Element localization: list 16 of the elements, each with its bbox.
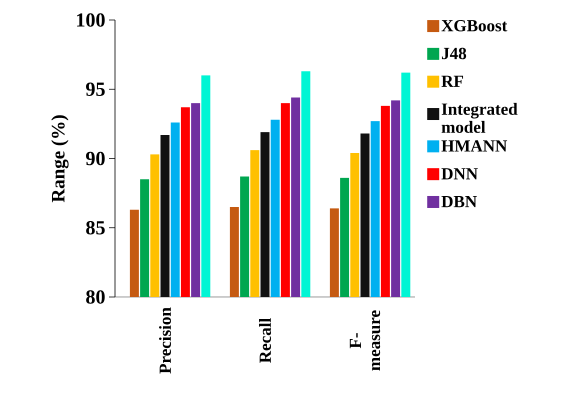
- y-tick-label: 80: [86, 290, 105, 304]
- x-tick-label: Precision: [159, 307, 171, 374]
- x-tick-label: Recall: [259, 318, 271, 363]
- legend-label: Integrated model: [442, 102, 518, 133]
- y-tick-label: 90: [86, 152, 105, 166]
- y-axis-title: Range (%): [51, 115, 69, 202]
- legend-label: DBN: [442, 196, 477, 208]
- y-tick-label: 100: [77, 13, 105, 27]
- legend-label: XGBoost: [442, 20, 508, 32]
- x-tick-label: F-measure: [350, 310, 380, 371]
- legend-label: HMANN: [442, 140, 508, 152]
- legend-label: DNN: [442, 168, 478, 180]
- y-tick-label: 95: [86, 82, 105, 96]
- legend-label: RF: [442, 76, 464, 87]
- y-tick-label: 85: [86, 220, 105, 234]
- legend-label: J48: [442, 48, 466, 60]
